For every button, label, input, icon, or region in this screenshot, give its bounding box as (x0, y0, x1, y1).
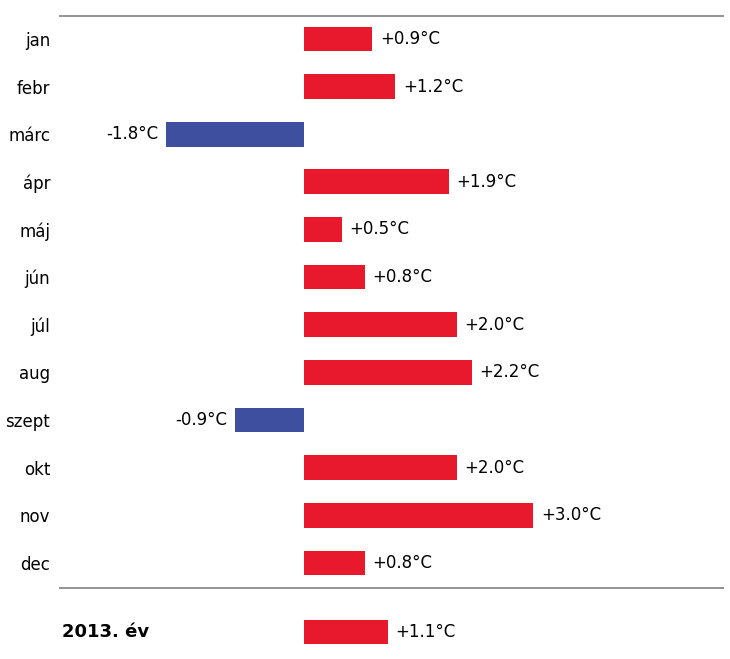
Text: +2.0°C: +2.0°C (464, 316, 524, 333)
Text: 2013. év: 2013. év (63, 623, 150, 641)
Bar (304, 265, 365, 289)
Bar (304, 503, 533, 528)
Bar (304, 217, 342, 242)
Text: +3.0°C: +3.0°C (541, 506, 601, 525)
Bar (304, 619, 388, 645)
Text: +0.8°C: +0.8°C (372, 268, 432, 286)
Text: +0.8°C: +0.8°C (372, 554, 432, 572)
Text: +1.2°C: +1.2°C (403, 78, 464, 96)
Bar (304, 169, 449, 194)
Bar (304, 312, 456, 337)
Bar (304, 26, 372, 51)
Text: +2.2°C: +2.2°C (480, 363, 539, 382)
Bar (166, 122, 304, 146)
Text: -0.9°C: -0.9°C (175, 411, 227, 429)
Text: +1.9°C: +1.9°C (456, 173, 517, 191)
Text: +0.9°C: +0.9°C (380, 30, 440, 48)
Text: +1.1°C: +1.1°C (396, 623, 456, 641)
Bar (304, 455, 456, 480)
Bar (234, 408, 304, 432)
Text: -1.8°C: -1.8°C (106, 125, 158, 143)
Bar (304, 74, 396, 99)
Text: +0.5°C: +0.5°C (350, 221, 410, 239)
Bar (304, 550, 365, 575)
Text: +2.0°C: +2.0°C (464, 459, 524, 476)
Bar (304, 360, 472, 385)
